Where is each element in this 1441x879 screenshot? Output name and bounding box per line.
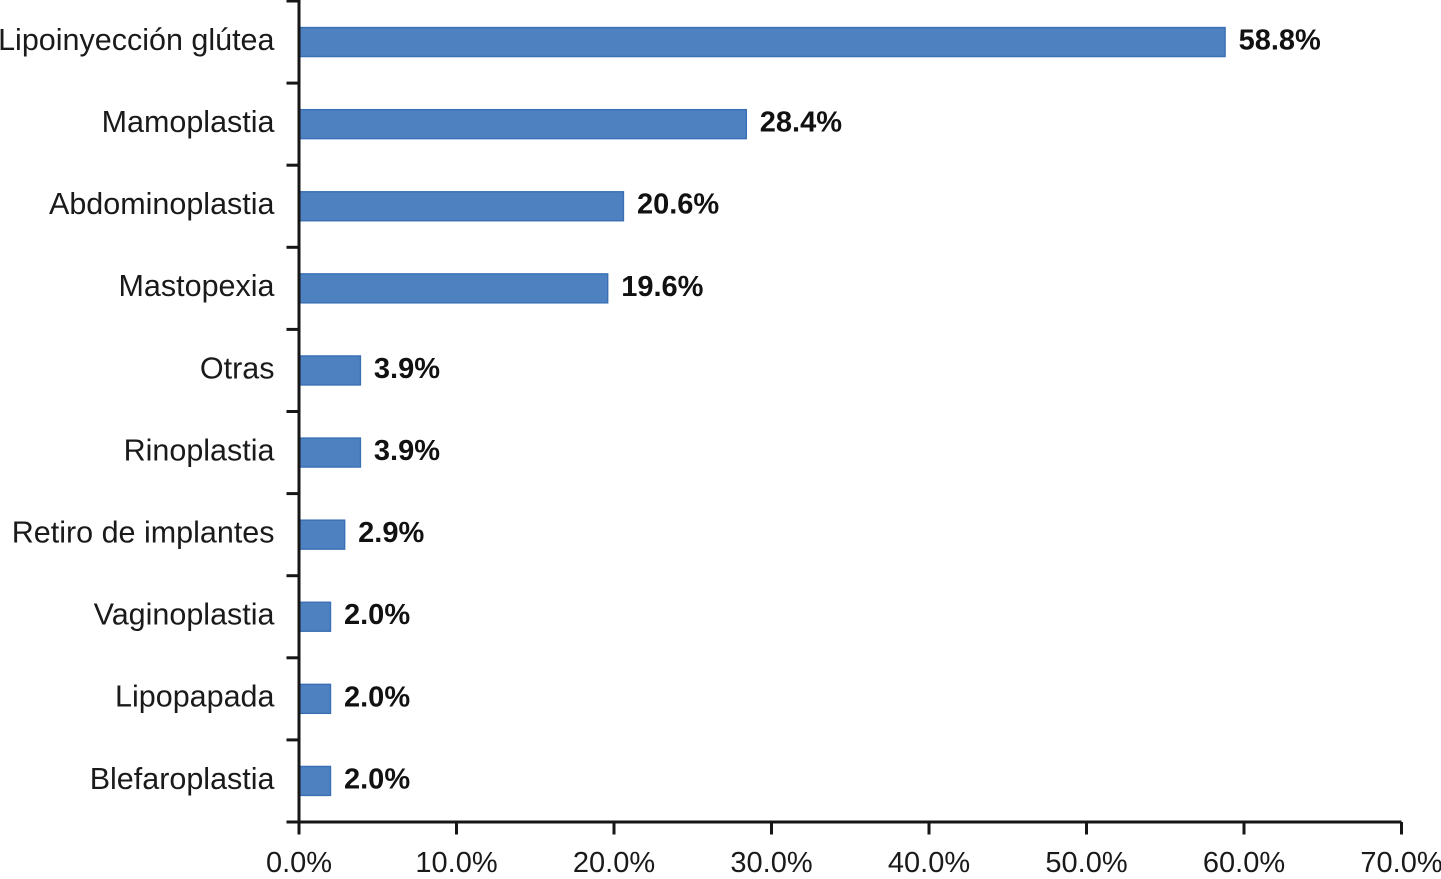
svg-text:Lipopapada: Lipopapada: [115, 680, 274, 714]
svg-text:Lipoinyección glútea: Lipoinyección glútea: [0, 23, 275, 57]
svg-text:Vaginoplastia: Vaginoplastia: [94, 598, 275, 632]
svg-text:2.0%: 2.0%: [344, 763, 410, 795]
svg-text:60.0%: 60.0%: [1203, 847, 1285, 874]
svg-text:Abdominoplastia: Abdominoplastia: [49, 187, 275, 221]
svg-text:19.6%: 19.6%: [621, 271, 703, 303]
svg-text:Blefaroplastia: Blefaroplastia: [90, 762, 275, 796]
svg-text:Mamoplastia: Mamoplastia: [102, 105, 275, 139]
svg-text:2.0%: 2.0%: [344, 599, 410, 631]
svg-text:20.0%: 20.0%: [573, 847, 655, 874]
svg-text:Retiro de implantes: Retiro de implantes: [12, 515, 275, 549]
svg-text:2.9%: 2.9%: [358, 517, 424, 549]
svg-text:Otras: Otras: [200, 351, 275, 385]
svg-text:10.0%: 10.0%: [415, 847, 497, 874]
svg-text:58.8%: 58.8%: [1239, 24, 1321, 56]
svg-text:0.0%: 0.0%: [266, 847, 332, 874]
svg-text:3.9%: 3.9%: [374, 353, 440, 385]
svg-text:2.0%: 2.0%: [344, 681, 410, 713]
svg-text:40.0%: 40.0%: [888, 847, 970, 874]
svg-text:70.0%: 70.0%: [1360, 847, 1441, 874]
svg-text:30.0%: 30.0%: [730, 847, 812, 874]
svg-text:Rinoplastia: Rinoplastia: [124, 433, 275, 467]
svg-text:28.4%: 28.4%: [760, 107, 842, 139]
svg-text:Mastopexia: Mastopexia: [119, 269, 275, 303]
svg-text:3.9%: 3.9%: [374, 435, 440, 467]
svg-text:20.6%: 20.6%: [637, 189, 719, 221]
svg-text:50.0%: 50.0%: [1045, 847, 1127, 874]
